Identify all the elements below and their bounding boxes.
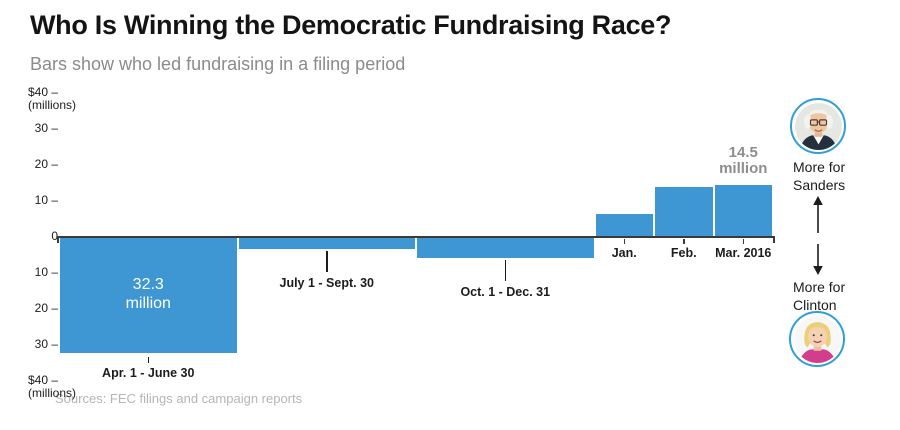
period-label: Apr. 1 - June 30 xyxy=(102,366,195,381)
source-note: Sources: FEC filings and campaign report… xyxy=(55,391,303,406)
clinton-avatar xyxy=(789,311,845,367)
y-tick-sublabel: (millions) xyxy=(28,98,76,112)
more-for-sanders-line2: Sanders xyxy=(793,176,846,193)
arrow-up-icon xyxy=(813,196,823,233)
period-label: Jan. xyxy=(611,246,637,260)
period-label: Oct. 1 - Dec. 31 xyxy=(460,284,551,299)
more-for-sanders-line1: More for xyxy=(793,159,846,175)
sanders-avatar xyxy=(790,98,846,154)
bar-apr-1-june-30 xyxy=(60,237,237,354)
clinton-photo-icon xyxy=(793,315,841,363)
period-label: July 1 - Sept. 30 xyxy=(279,275,374,290)
x-tick xyxy=(742,239,744,244)
leader-line xyxy=(504,259,506,281)
period-tick xyxy=(147,357,149,364)
y-tick-label: 30 – xyxy=(34,337,58,351)
axis-end-tick-right xyxy=(773,236,775,243)
x-tick xyxy=(683,239,685,244)
page-subtitle: Bars show who led fundraising in a filin… xyxy=(30,54,406,74)
more-for-clinton-line1: More for xyxy=(793,279,846,295)
more-for-clinton-line2: Clinton xyxy=(793,296,837,313)
leader-line xyxy=(326,250,328,272)
y-tick-label: $40 – xyxy=(27,85,58,99)
period-label: Feb. xyxy=(670,246,697,260)
bar-value-label: 32.3 million xyxy=(125,276,171,313)
y-tick-label: 30 – xyxy=(34,121,58,135)
y-tick-sublabel: (millions) xyxy=(28,386,76,400)
x-axis-line xyxy=(57,236,775,238)
y-tick-label: $40 – xyxy=(27,373,58,387)
bar-mar-2016 xyxy=(714,184,772,237)
bar-feb- xyxy=(655,186,713,237)
bar-value-label: 14.5 million xyxy=(719,143,768,177)
y-tick-label: 20 – xyxy=(34,157,58,171)
axis-end-tick-left xyxy=(57,236,59,243)
bar-jan- xyxy=(595,213,653,237)
arrow-down-icon xyxy=(813,244,823,275)
y-tick-label: 10 – xyxy=(34,193,58,207)
y-tick-label: 0 xyxy=(51,229,58,243)
bar-july-1-sept-30 xyxy=(238,237,415,249)
page-title: Who Is Winning the Democratic Fundraisin… xyxy=(30,10,672,40)
bar-oct-1-dec-31 xyxy=(417,237,594,258)
more-for-sanders-label: More for Sanders xyxy=(793,159,845,194)
x-tick xyxy=(623,239,625,244)
y-tick-label: 10 – xyxy=(34,265,58,279)
period-label: Mar. 2016 xyxy=(715,246,772,260)
more-for-clinton-label: More for Clinton xyxy=(793,279,845,314)
y-tick-label: 20 – xyxy=(34,301,58,315)
sanders-photo-icon xyxy=(794,102,842,150)
